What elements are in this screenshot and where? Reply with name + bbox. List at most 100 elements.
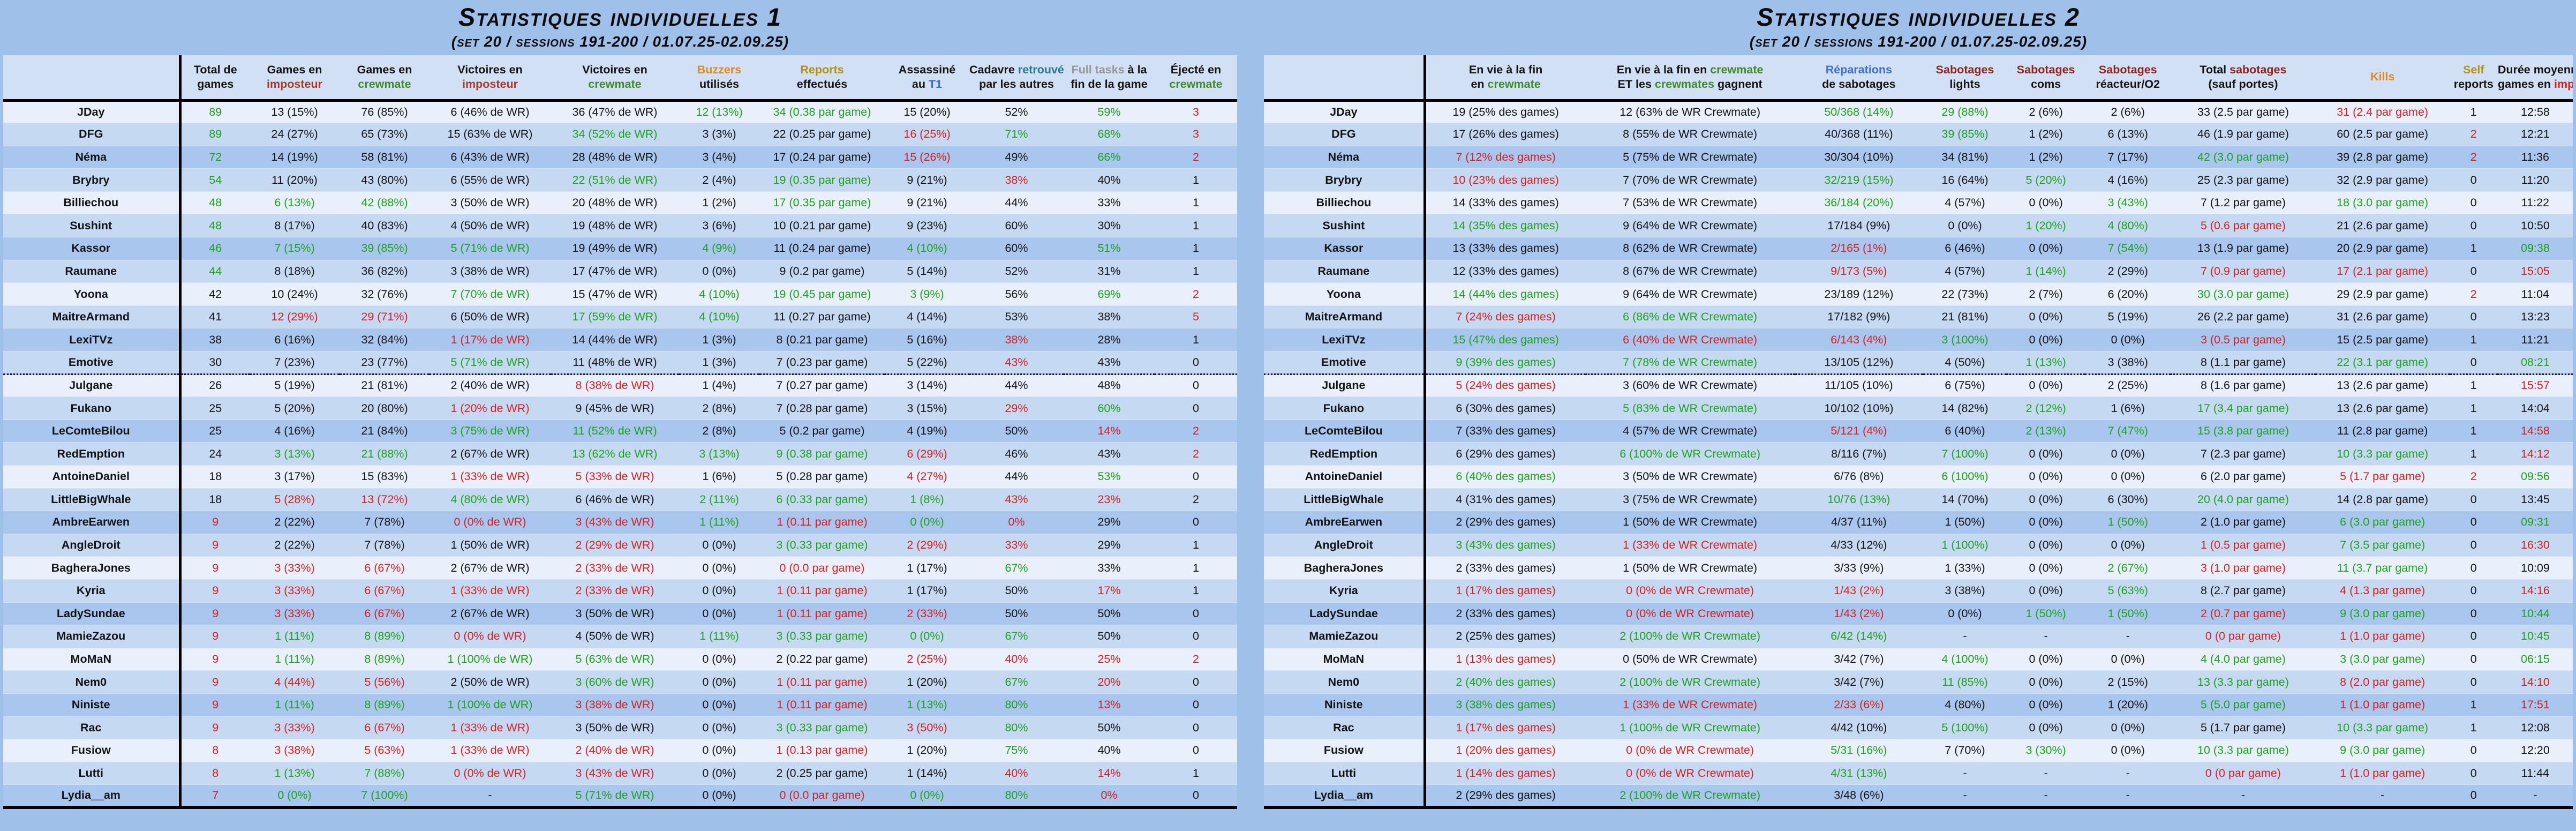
text-segment: 1 (1.0 par game)	[2340, 698, 2426, 712]
text-segment: 30%	[1097, 219, 1121, 232]
stat-cell: 58 (81%)	[340, 146, 430, 169]
table-row: Sushint 14 (35% des games) 9 (64% de WR Cr…	[1264, 214, 2573, 237]
stat-cell: 6 (40% des games)	[1425, 466, 1585, 489]
stat-cell: 0 (0%)	[2007, 693, 2085, 716]
stat-cell: 2 (33% des games)	[1425, 557, 1585, 580]
player-name: Yoona	[1264, 282, 1426, 306]
stat-cell: 3 (6%)	[679, 214, 759, 237]
stat-cell: 1 (3%)	[679, 351, 759, 375]
text-segment: 0 (0%)	[2029, 492, 2063, 506]
stat-cell: 6 (100% de WR Crewmate)	[1585, 443, 1794, 466]
column-header-line: Victoires en	[430, 63, 551, 77]
text-segment: 50%	[1097, 607, 1121, 620]
stat-cell: 36 (82%)	[340, 260, 430, 283]
stat-cell: 1 (50% de WR)	[430, 534, 551, 557]
text-segment: 0	[2470, 584, 2477, 597]
text-segment: 1 (20%)	[907, 744, 947, 757]
stat-cell: 89	[180, 100, 250, 123]
text-segment: 28 (48% de WR)	[572, 150, 658, 163]
text-segment: 0 (0%)	[2029, 447, 2063, 460]
text-segment: 0 (0%)	[2029, 470, 2063, 483]
stat-cell: 72	[180, 146, 250, 169]
stat-cell: 69%	[1064, 283, 1155, 306]
stat-cell: 4 (50%)	[1923, 351, 2007, 375]
player-name: Sushint	[1264, 214, 1426, 237]
text-segment: 4 (1.3 par game)	[2340, 584, 2426, 597]
table-row: Rac 9 3 (33%) 6 (67%) 1 (33% de WR) 3 (50% de…	[3, 716, 1237, 739]
stat-cell: 2 (100% de WR Crewmate)	[1585, 671, 1794, 694]
stat-cell: 6 (30%)	[2085, 488, 2171, 511]
stat-cell: 9	[180, 625, 250, 648]
text-segment: 3 (13%)	[699, 447, 740, 460]
text-segment: 4 (57%)	[1945, 196, 1985, 209]
table-row: MamieZazou 9 1 (11%) 8 (89%) 0 (0% de WR) 4 (…	[3, 625, 1237, 648]
text-segment: fin de la game	[1071, 77, 1148, 91]
text-segment: 2 (0.7 par game)	[2200, 607, 2286, 620]
stat-cell: 0 (0%)	[2007, 671, 2085, 694]
stat-cell: 3 (0.5 par game)	[2171, 328, 2315, 351]
stat-cell: 1 (17% des games)	[1425, 716, 1585, 739]
text-segment: 15:05	[2521, 264, 2550, 278]
stat-cell: 3 (15%)	[885, 397, 969, 420]
text-segment: 2	[1193, 447, 1199, 460]
text-segment: 5 (16%)	[907, 333, 947, 346]
text-segment: 30	[209, 355, 222, 369]
text-segment: 2	[1193, 150, 1199, 163]
text-segment: 22 (0.25 par game)	[773, 128, 871, 141]
stat-cell: 0 (0%)	[679, 739, 759, 762]
stat-cell: 1	[1155, 237, 1237, 260]
player-name: Lydia__am	[3, 784, 182, 808]
text-segment: 0 (0 par game)	[2205, 767, 2281, 780]
stat-cell: 0 (0%)	[885, 625, 969, 648]
text-segment: 12 (13%)	[696, 105, 743, 118]
text-segment: 3 (9%)	[910, 287, 944, 301]
text-segment: 1 (2%)	[2029, 150, 2063, 163]
stat-cell: 9 (45% de WR)	[551, 397, 679, 420]
text-segment: 3 (43% de WR)	[575, 767, 654, 780]
text-segment: 14%	[1097, 767, 1121, 780]
stat-cell: 16 (64%)	[1923, 169, 2007, 192]
text-segment: 3 (38% des games)	[1456, 698, 1556, 712]
stat-cell: 6/42 (14%)	[1795, 625, 1923, 648]
text-segment: 16 (25%)	[903, 128, 951, 141]
stat-cell: 20 (48% de WR)	[551, 191, 679, 214]
text-segment: 0 (0%)	[702, 584, 736, 597]
stat-cell: 39 (2.8 par game)	[2316, 146, 2450, 169]
text-segment: 7 (0.9 par game)	[2200, 264, 2286, 278]
stat-cell: 1	[2450, 100, 2498, 123]
text-segment: 0	[2470, 653, 2477, 666]
column-header: Games en imposteur	[250, 55, 340, 100]
text-segment: crewmate	[588, 77, 642, 91]
text-segment: 1 (33% de WR Crewmate)	[1623, 538, 1758, 552]
text-segment: 2 (29% des games)	[1456, 515, 1556, 529]
column-header-line: en crewmate	[1426, 77, 1586, 92]
stat-cell: 39 (85%)	[340, 237, 430, 260]
text-segment: coms	[2031, 77, 2061, 91]
text-segment: 4 (100%)	[1941, 653, 1989, 666]
stat-cell: 2	[2450, 146, 2498, 169]
text-segment: 0 (0%)	[702, 538, 736, 552]
stat-cell: 20%	[1064, 671, 1155, 694]
stat-cell: 0 (0%)	[885, 785, 969, 808]
text-segment: 44	[209, 264, 222, 278]
text-segment: 2 (8%)	[702, 401, 736, 415]
stat-cell: 11 (48% de WR)	[551, 351, 679, 375]
stat-cell: 15 (20%)	[885, 100, 969, 123]
stat-cell: 1	[1155, 328, 1237, 351]
stat-cell: 33%	[1064, 191, 1155, 214]
text-segment: 9 (23%)	[907, 219, 947, 232]
text-segment: 23 (77%)	[361, 355, 408, 369]
player-name: Emotive	[1264, 351, 1426, 375]
text-segment: 10:45	[2521, 630, 2550, 643]
text-segment: 1	[2470, 401, 2477, 415]
text-segment: 1 (2%)	[702, 196, 736, 209]
stat-cell: 1 (2%)	[2007, 123, 2085, 146]
text-segment: 29%	[1005, 401, 1028, 415]
stat-cell: 1	[2450, 328, 2498, 351]
stat-cell: 6 (50% de WR)	[430, 305, 551, 328]
stat-cell: 3 (3.0 par game)	[2316, 648, 2450, 671]
column-header-line: Self	[2450, 63, 2498, 77]
stat-cell: 22 (73%)	[1923, 283, 2007, 306]
stat-cell: 10 (24%)	[250, 283, 340, 306]
text-segment: 2 (25% des games)	[1456, 630, 1556, 643]
